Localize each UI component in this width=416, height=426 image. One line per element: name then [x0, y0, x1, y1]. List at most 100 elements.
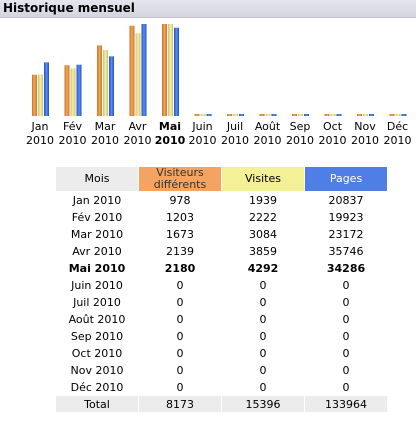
bar-visitors-3: [129, 25, 135, 117]
bar-visits-10: [363, 114, 368, 116]
month-name: Avr: [128, 120, 147, 133]
cell-pages: 0: [342, 312, 350, 326]
cell-pages: 0: [342, 346, 350, 360]
cell-visits: 3084: [249, 227, 277, 241]
header-unique-visitors: Visiteurs différents: [139, 167, 221, 191]
bar-pages-0: [44, 62, 49, 116]
bar-visitors-5: [194, 114, 200, 116]
cell-unique-visitors: 0: [176, 329, 184, 343]
cell-visits: 0: [259, 329, 267, 343]
table-header-row: Mois Visiteurs différents Visites Pages: [56, 167, 387, 191]
month-label: Août 2010: [251, 120, 285, 148]
cell-month: Sep 2010: [70, 329, 124, 343]
cell-unique-visitors: 0: [176, 363, 184, 377]
month-year: 2010: [154, 134, 186, 147]
month-name: Mai: [158, 120, 182, 133]
cell-unique-visitors: 2139: [166, 244, 194, 258]
header-visitors-line2: différents: [153, 178, 207, 191]
cell-pages: 20837: [328, 193, 364, 207]
cell-pages: 0: [342, 278, 350, 292]
table-total-row: Total 8173 15396 133964: [56, 396, 387, 412]
header-visits: Visites: [222, 167, 304, 191]
table-row: Avr 2010 2139 3859 35746: [56, 243, 387, 259]
table-row: Déc 2010 0 0 0: [56, 379, 387, 395]
bar-pages-3: [141, 24, 147, 116]
month-label: Juin 2010: [186, 120, 220, 148]
total-unique-visitors: 8173: [139, 396, 221, 412]
month-label: Nov 2010: [348, 120, 382, 148]
month-year: 2010: [188, 134, 217, 147]
month-year: 2010: [383, 134, 412, 147]
month-name: Mar: [94, 120, 116, 133]
bar-visits-4: [168, 24, 173, 116]
bar-visitors-11: [389, 114, 395, 116]
bar-pages-1: [76, 64, 82, 116]
bar-pages-11: [401, 114, 407, 116]
bar-visits-3: [135, 33, 141, 116]
cell-unique-visitors: 2180: [164, 261, 196, 275]
cell-visits: 0: [259, 346, 267, 360]
cell-month: Déc 2010: [70, 380, 124, 394]
month-year: 2010: [26, 134, 54, 147]
title-bar: Historique mensuel: [0, 0, 416, 18]
month-name: Juin: [192, 120, 213, 133]
cell-month: Août 2010: [68, 312, 126, 326]
month-name: Déc: [386, 120, 409, 133]
cell-unique-visitors: 978: [169, 193, 191, 207]
total-label: Total: [56, 396, 138, 412]
bar-pages-10: [369, 114, 374, 116]
month-year: 2010: [318, 134, 347, 147]
month-name: Nov: [354, 120, 376, 133]
cell-pages: 23172: [328, 227, 364, 241]
bar-visitors-0: [32, 74, 37, 116]
month-label: Juil 2010: [218, 120, 252, 148]
table-row: Fév 2010 1203 2222 19923: [56, 209, 387, 225]
monthly-bar-chart: Jan 2010 Fév 2010 Mar 2010 Avr 2010 Mai 2010 Juin 2…: [0, 18, 416, 148]
month-label: Oct 2010: [316, 120, 350, 148]
cell-visits: 0: [259, 312, 267, 326]
month-name: Sep: [289, 120, 311, 133]
cell-unique-visitors: 0: [176, 346, 184, 360]
cell-month: Nov 2010: [70, 363, 124, 377]
header-pages: Pages: [305, 167, 387, 191]
bar-visitors-10: [357, 114, 362, 116]
bar-visits-8: [298, 114, 303, 116]
bar-pages-7: [271, 114, 277, 116]
month-label: Sep 2010: [283, 120, 317, 148]
header-month: Mois: [56, 167, 138, 191]
bar-pages-4: [174, 27, 179, 117]
total-pages: 133964: [305, 396, 387, 412]
cell-month: Jan 2010: [72, 193, 122, 207]
cell-unique-visitors: 0: [176, 295, 184, 309]
bar-visitors-1: [64, 65, 70, 116]
cell-unique-visitors: 1673: [166, 227, 194, 241]
table-row: Juin 2010 0 0 0: [56, 277, 387, 293]
bar-visitors-6: [227, 114, 232, 116]
cell-unique-visitors: 0: [176, 278, 184, 292]
bar-pages-6: [239, 114, 244, 116]
cell-visits: 0: [259, 380, 267, 394]
bar-visits-6: [233, 114, 238, 116]
month-name: Fév: [62, 120, 82, 133]
table-row: Mai 2010 2180 4292 34286: [56, 260, 387, 276]
month-year: 2010: [123, 134, 152, 147]
cell-pages: 0: [342, 380, 350, 394]
table-row: Sep 2010 0 0 0: [56, 328, 387, 344]
cell-pages: 34286: [326, 261, 366, 275]
cell-month: Fév 2010: [71, 210, 123, 224]
bar-visits-7: [265, 114, 271, 116]
month-name: Juil: [226, 120, 244, 133]
month-label: Déc 2010: [381, 120, 415, 148]
month-name: Août: [254, 120, 281, 133]
month-label: Mai 2010: [153, 120, 187, 148]
month-year: 2010: [286, 134, 314, 147]
month-year: 2010: [253, 134, 282, 147]
bar-visits-11: [395, 114, 401, 116]
cell-pages: 19923: [328, 210, 364, 224]
month-year: 2010: [221, 134, 249, 147]
bar-visitors-7: [259, 114, 265, 116]
cell-month: Mar 2010: [70, 227, 124, 241]
bar-visits-0: [38, 74, 43, 116]
bar-visits-2: [103, 49, 108, 116]
month-year: 2010: [91, 134, 119, 147]
